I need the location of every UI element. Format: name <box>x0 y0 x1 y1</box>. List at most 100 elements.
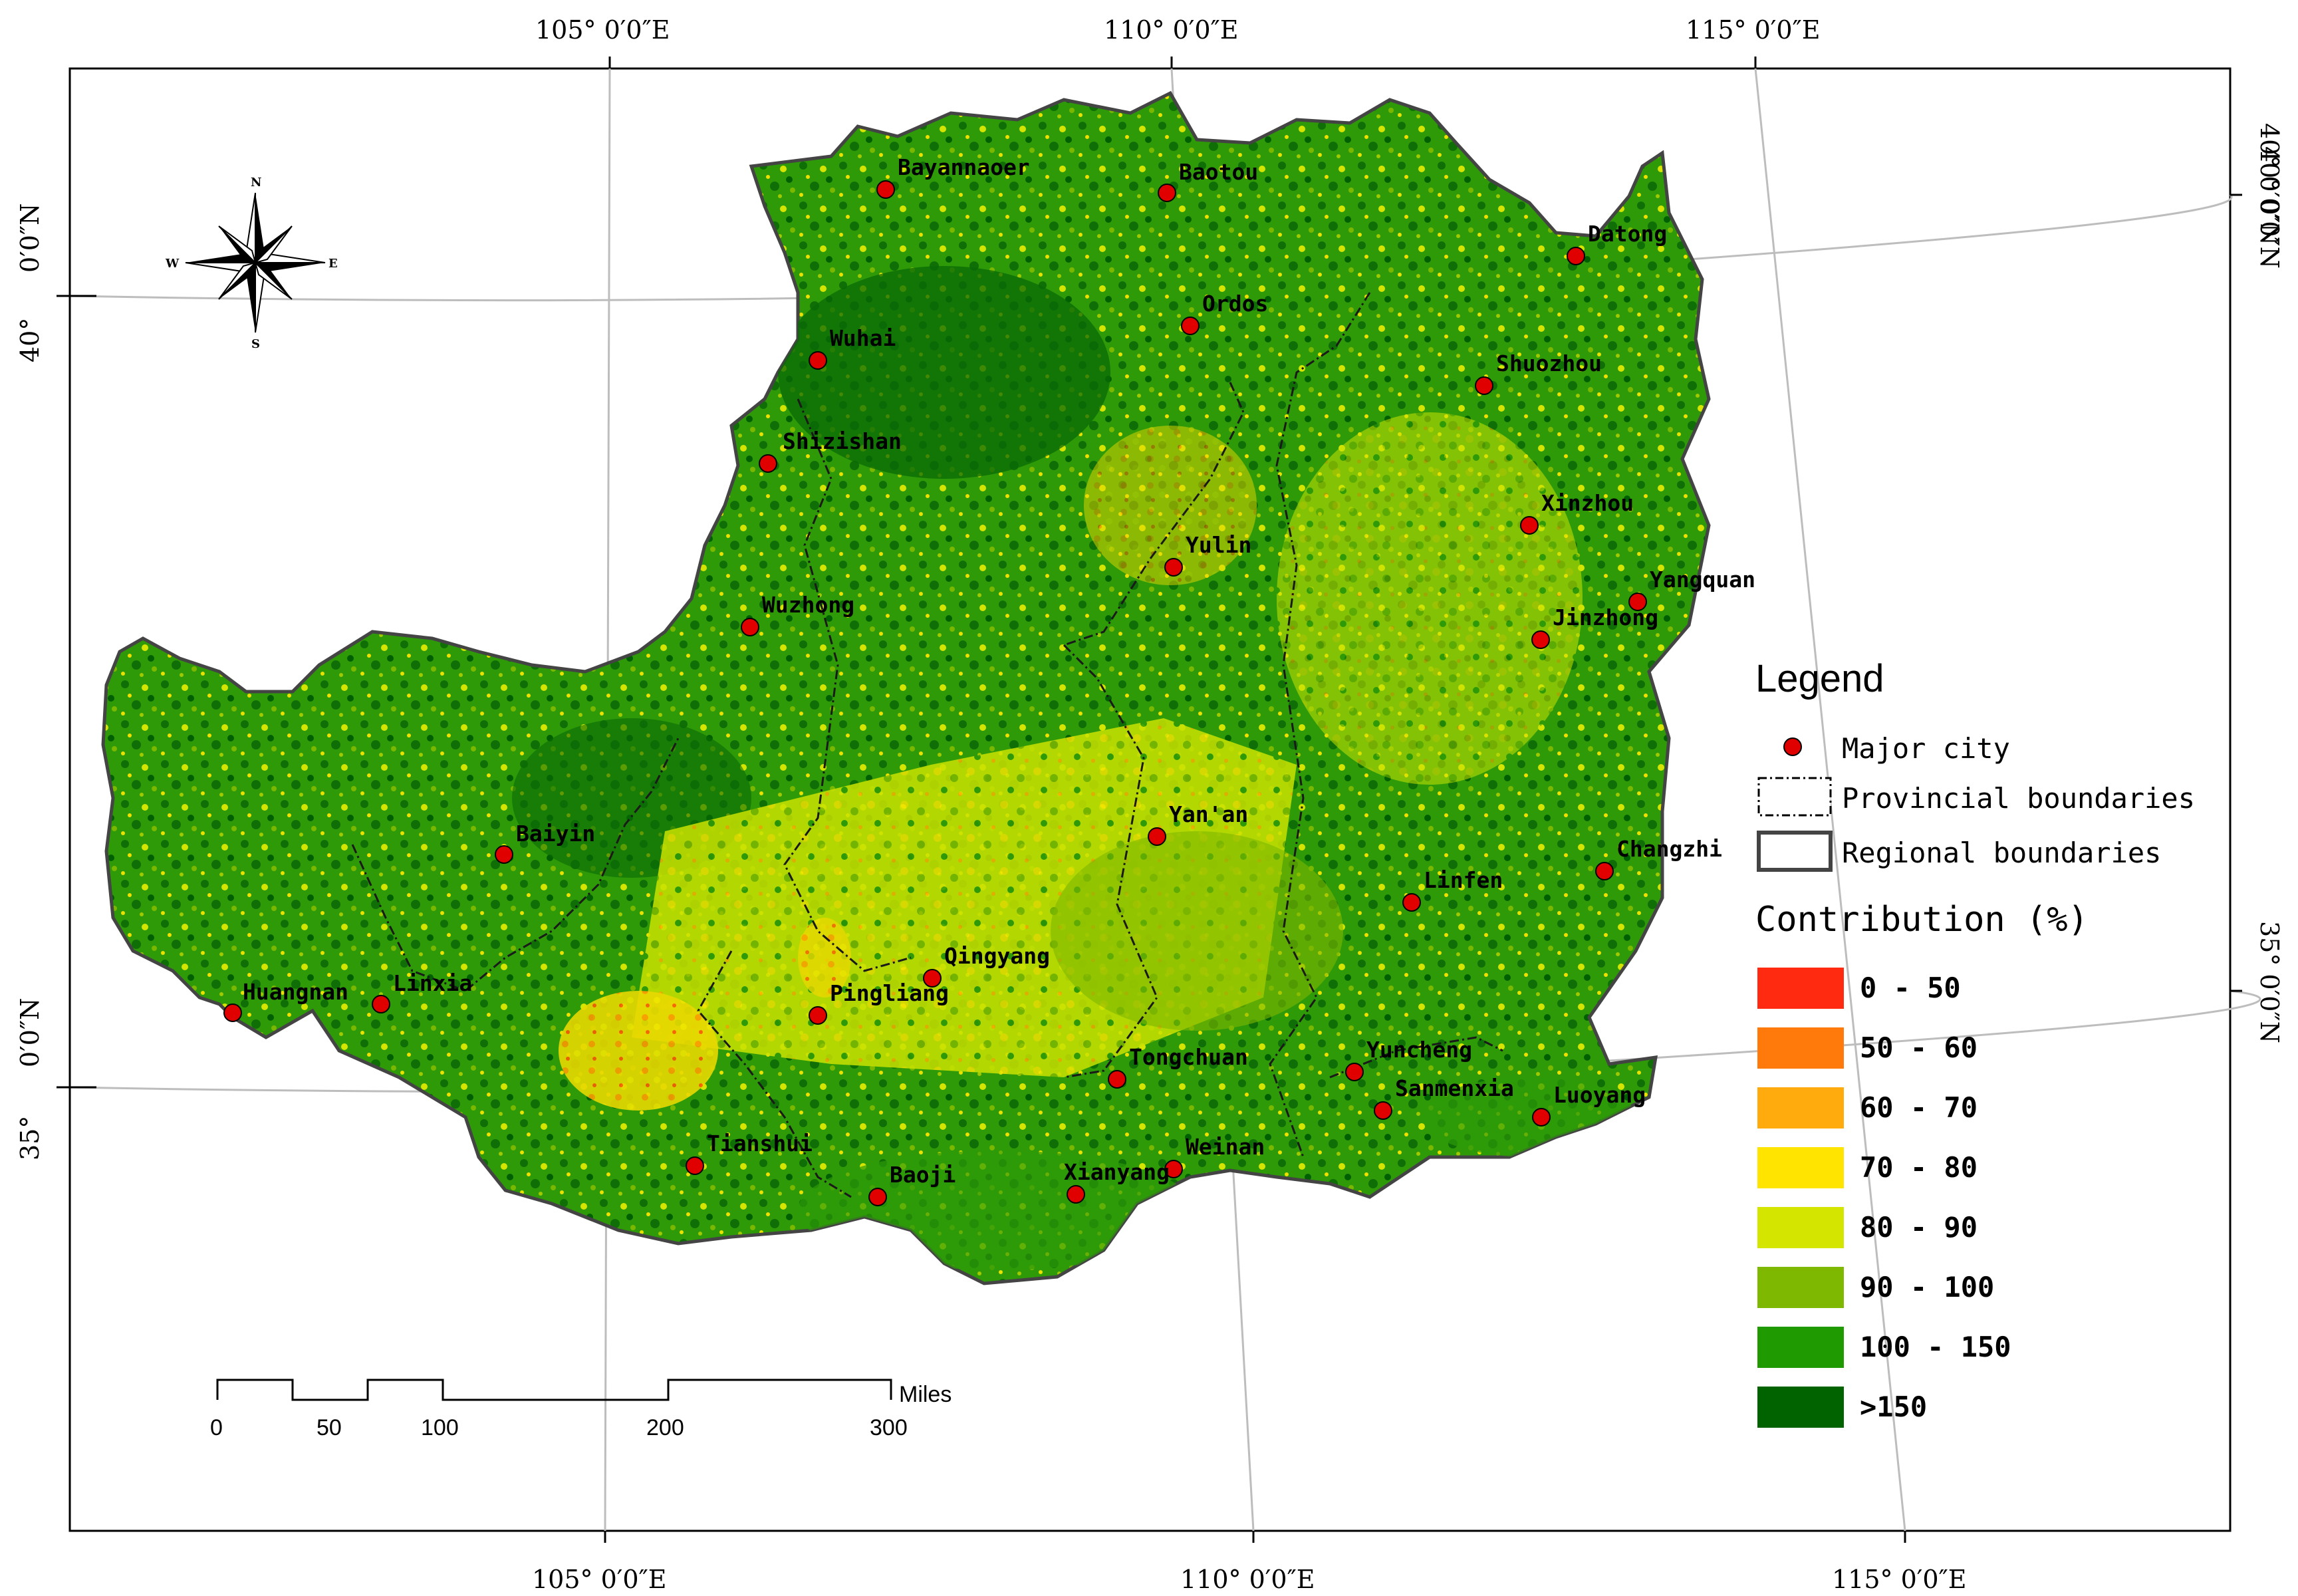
city-marker-icon <box>1532 1108 1551 1127</box>
city-weinan: Weinan <box>1164 1134 1265 1178</box>
city-pingliang: Pingliang <box>809 980 949 1025</box>
city-yulin: Yulin <box>1164 532 1251 577</box>
legend-swatch <box>1757 968 1844 1009</box>
city-wuzhong: Wuzhong <box>741 592 854 636</box>
city-marker-icon <box>686 1156 704 1175</box>
city-marker-icon <box>1164 1160 1183 1178</box>
label-bottom-105E: 105° 0′0″E <box>532 1565 667 1594</box>
city-huangnan: Huangnan <box>223 979 348 1022</box>
city-label: Wuzhong <box>762 592 854 618</box>
city-jinzhong: Jinzhong <box>1531 604 1658 649</box>
east-label: E <box>328 257 338 271</box>
city-label: Wuhai <box>830 325 896 351</box>
legend-swatch <box>1757 1147 1844 1188</box>
legend-swatch <box>1757 1207 1844 1248</box>
city-layer: Bayannaoer Baotou Datong Ordos Wuhai Shuozhou… <box>223 154 1755 1206</box>
city-label: Qingyang <box>944 943 1050 969</box>
legend-class-label: >150 <box>1860 1391 1927 1423</box>
city-baiyin: Baiyin <box>495 821 595 864</box>
label-top-110E: 110° 0′0″E <box>1104 15 1239 45</box>
city-label: Xinzhou <box>1541 490 1634 516</box>
city-label: Bayannaoer <box>898 154 1030 180</box>
city-marker-icon <box>809 1006 827 1025</box>
graticule-labels: 105° 0′0″E 110° 0′0″E 115° 0′0″E 105° 0′… <box>15 15 2284 1594</box>
city-yuncheng: Yuncheng <box>1345 1037 1472 1081</box>
legend-provincial-swatch <box>1757 777 1832 817</box>
scale-tick-200: 200 <box>646 1415 684 1440</box>
city-tongchuan: Tongchuan <box>1108 1044 1248 1089</box>
city-marker-icon <box>759 454 777 473</box>
label-right-40N-b: 40° 0′0″N <box>2255 146 2284 269</box>
city-marker-icon <box>1628 593 1647 611</box>
city-wuhai: Wuhai <box>809 325 896 370</box>
city-marker-icon <box>1374 1101 1392 1120</box>
label-top-115E: 115° 0′0″E <box>1686 15 1821 45</box>
city-marker-icon <box>1345 1063 1364 1081</box>
city-label: Linfen <box>1424 867 1503 893</box>
scale-bar: Miles 0 50 100 200 300 <box>210 1379 952 1440</box>
label-bottom-110E: 110° 0′0″E <box>1180 1565 1315 1594</box>
city-marker-icon <box>1164 558 1183 577</box>
city-label: Shuozhou <box>1496 350 1602 376</box>
city-xinzhou: Xinzhou <box>1520 490 1634 535</box>
label-left-35N: 35° <box>15 1116 45 1160</box>
label-left-40N: 40° <box>15 318 45 362</box>
city-marker-icon <box>1531 630 1550 649</box>
legend-class-label: 70 - 80 <box>1860 1151 1978 1184</box>
legend: Legend Major city Provincial boundaries … <box>1755 657 2195 1428</box>
city-marker-icon <box>495 845 513 864</box>
legend-title: Legend <box>1755 657 1884 700</box>
city-marker-icon <box>223 1003 242 1022</box>
scale-tick-100: 100 <box>421 1415 459 1440</box>
city-label: Huangnan <box>243 979 348 1005</box>
label-right-35N: 35° 0′0″N <box>2255 921 2284 1043</box>
scale-tick-50: 50 <box>317 1415 342 1440</box>
legend-class-label: 100 - 150 <box>1860 1331 2011 1363</box>
city-marker-icon <box>741 618 759 636</box>
city-marker-icon <box>868 1188 887 1206</box>
city-marker-icon <box>809 351 827 370</box>
city-shuozhou: Shuozhou <box>1475 350 1602 395</box>
city-label: Yulin <box>1186 532 1251 558</box>
scale-unit: Miles <box>899 1382 952 1407</box>
contribution-raster <box>101 90 1711 1285</box>
provincial-boundary-lines <box>351 292 1503 1198</box>
legend-swatch <box>1757 1267 1844 1308</box>
north-label: N <box>251 176 261 190</box>
city-label: Baiyin <box>516 821 595 847</box>
city-marker-icon <box>876 180 895 199</box>
city-label: Baoji <box>890 1162 956 1188</box>
city-label: Luoyang <box>1553 1082 1646 1108</box>
city-label: Shizishan <box>783 428 902 454</box>
city-label: Weinan <box>1186 1134 1265 1160</box>
city-luoyang: Luoyang <box>1532 1082 1646 1127</box>
label-top-105E: 105° 0′0″E <box>535 15 670 45</box>
city-linxia: Linxia <box>372 970 472 1013</box>
city-label: Ordos <box>1202 291 1268 317</box>
city-linfen: Linfen <box>1402 867 1503 912</box>
city-marker-icon <box>1108 1070 1126 1089</box>
city-marker-icon <box>1402 893 1421 912</box>
label-left-35N-tail: 0′0″N <box>15 998 45 1067</box>
city-label: Jinzhong <box>1553 604 1658 630</box>
city-marker-icon <box>1520 516 1539 535</box>
legend-class-label: 0 - 50 <box>1860 972 1961 1004</box>
city-bayannaoer: Bayannaoer <box>876 154 1030 199</box>
city-marker-icon <box>1181 317 1200 335</box>
city-ordos: Ordos <box>1181 291 1268 335</box>
city-marker-icon <box>372 995 390 1013</box>
city-qingyang: Qingyang <box>923 943 1050 988</box>
city-marker-icon <box>1567 247 1585 265</box>
city-label: Datong <box>1588 221 1667 247</box>
city-marker-icon <box>1158 184 1176 202</box>
city-marker-icon <box>1067 1185 1085 1204</box>
label-right-40N-a: 40° 0′0″N <box>2255 123 2284 245</box>
city-changzhi: Changzhi <box>1595 836 1722 880</box>
legend-class-label: 80 - 90 <box>1860 1211 1978 1244</box>
legend-class-label: 90 - 100 <box>1860 1271 1994 1303</box>
legend-swatch <box>1757 1087 1844 1129</box>
city-marker-icon <box>1475 376 1493 395</box>
city-yanan: Yan'an <box>1148 801 1248 846</box>
city-label: Changzhi <box>1616 836 1722 862</box>
city-label: Tongchuan <box>1129 1044 1248 1070</box>
